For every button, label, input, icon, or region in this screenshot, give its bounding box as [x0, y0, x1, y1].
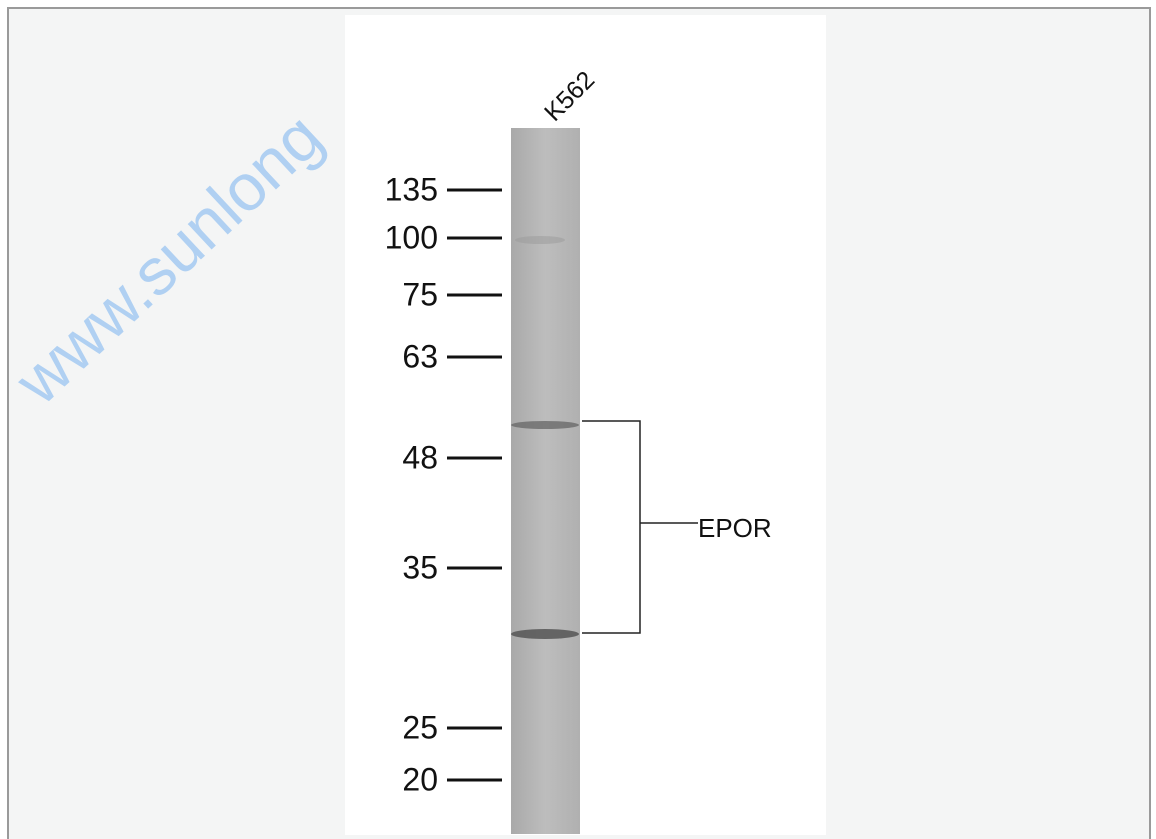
- page: K562 135100756348352520 EPOR www.sunlong…: [0, 0, 1156, 839]
- band: [511, 421, 579, 429]
- marker-label: 135: [385, 171, 438, 207]
- marker-label: 20: [402, 761, 438, 797]
- marker-label: 63: [402, 338, 438, 374]
- band-label: EPOR: [698, 513, 772, 543]
- marker-label: 35: [402, 549, 438, 585]
- band: [511, 629, 579, 639]
- band: [515, 236, 565, 244]
- figure: K562 135100756348352520 EPOR www.sunlong: [0, 0, 1156, 839]
- marker-label: 25: [402, 709, 438, 745]
- lane: [511, 128, 580, 834]
- marker-label: 75: [402, 276, 438, 312]
- marker-label: 48: [402, 439, 438, 475]
- marker-label: 100: [385, 219, 438, 255]
